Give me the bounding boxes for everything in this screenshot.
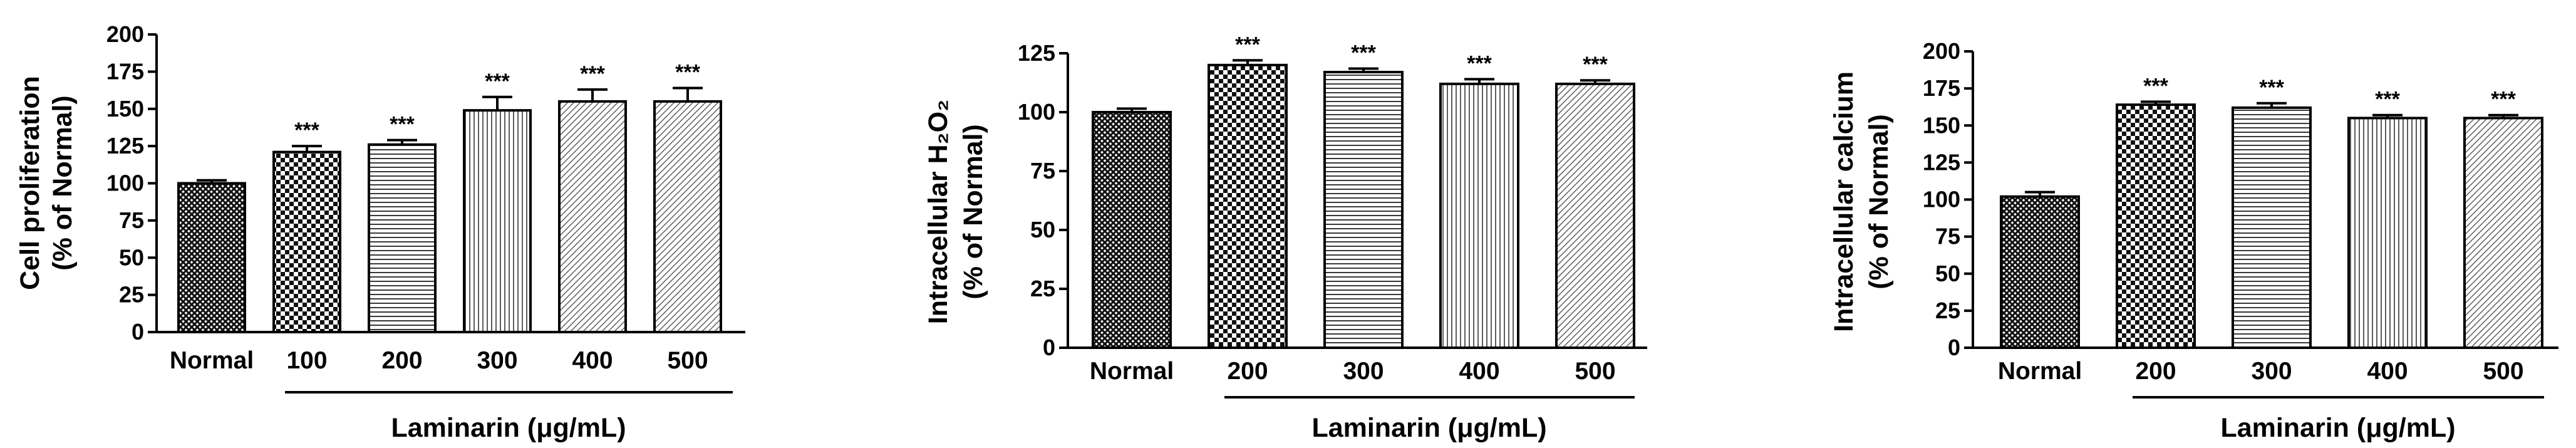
panel-3-significance-1: ***: [2143, 74, 2168, 98]
panel-3-ytick-label-4: 100: [1923, 187, 1960, 212]
panel-2-bar-1: [1208, 63, 1288, 350]
panel-cell-proliferation: 0 25 50 75 100 125 150 175 200 *** *** *** *** *** N…: [15, 21, 745, 443]
panel-3-ylabel-line1: Intracellular calcium: [1829, 71, 1859, 332]
panel-2-bar-4: [1555, 82, 1635, 349]
panel-1-ytick-label-1: 25: [119, 282, 144, 308]
panel-2-bar-3: [1439, 82, 1519, 349]
panel-3-category-2: 300: [2251, 358, 2292, 385]
panel-3-ytick-label-6: 150: [1923, 112, 1960, 138]
panel-1-ylabel-line2: (% of Normal): [48, 95, 78, 271]
panel-2-ytick-label-3: 75: [1030, 158, 1055, 184]
panel-3-bar-2: [2232, 106, 2312, 349]
panel-2-ytick-label-1: 25: [1030, 276, 1055, 301]
panel-3-bar-4: [2463, 117, 2543, 350]
panel-3-bar-3: [2347, 117, 2428, 350]
panel-3-bar-1: [2116, 103, 2196, 349]
panel-2-categories: Normal 200 300 400 500: [1090, 358, 1616, 385]
panel-1-bars: *** *** *** *** ***: [177, 61, 722, 333]
panel-1-category-0: Normal: [170, 347, 254, 374]
panel-1-bar-1: [272, 150, 341, 333]
panel-3-category-4: 500: [2483, 358, 2523, 385]
panel-3-bars: *** *** *** ***: [2000, 74, 2543, 350]
panel-2-bars: *** *** *** ***: [1092, 33, 1635, 350]
panel-1-categories: Normal 100 200 300 400 500: [170, 347, 708, 374]
panel-intracellular-h2o2: 0 25 50 75 100 125 *** *** *** *** Normal 200 300 4…: [923, 33, 1647, 443]
panel-3-ytick-label-2: 50: [1935, 261, 1960, 286]
panel-2-xlabel: Laminarin (μg/mL): [1311, 413, 1546, 443]
panel-2-ytick-label-2: 50: [1030, 217, 1055, 242]
panel-1-ytick-label-3: 75: [119, 207, 144, 233]
panel-intracellular-calcium: 0 25 50 75 100 125 150 175 200 *** *** *** *** Norm…: [1829, 38, 2558, 443]
panel-2-ytick-label-4: 100: [1018, 99, 1055, 125]
panel-1-category-1: 100: [286, 347, 327, 374]
panel-1-ytick-label-2: 50: [119, 244, 144, 270]
panel-3-category-3: 400: [2367, 358, 2408, 385]
panel-2-category-2: 300: [1343, 358, 1384, 385]
panel-3-ylabel-line2: (% of Normal): [1864, 114, 1894, 289]
panel-2-ylabel-line1: Intracellular H₂O₂: [923, 100, 953, 324]
panel-1-ytick-label-8: 200: [106, 21, 144, 47]
panel-3-xlabel: Laminarin (μg/mL): [2220, 413, 2455, 443]
panel-1-yticks: 0 25 50 75 100 125 150 175 200: [106, 21, 157, 345]
panel-2-ytick-label-5: 125: [1018, 40, 1055, 66]
panel-2-bar-2: [1323, 71, 1404, 350]
panel-2-category-0: Normal: [1090, 358, 1174, 385]
panel-3-significance-3: ***: [2375, 88, 2400, 112]
panel-3-category-0: Normal: [1998, 358, 2082, 385]
panel-2-yticks: 0 25 50 75 100 125: [1018, 40, 1068, 360]
panel-1-ytick-label-5: 125: [106, 133, 144, 159]
panel-3-ytick-label-0: 0: [1948, 335, 1960, 360]
panel-1-category-3: 300: [477, 347, 517, 374]
panel-1-significance-5: ***: [675, 61, 700, 85]
panel-1-category-5: 500: [667, 347, 708, 374]
panel-1-significance-3: ***: [485, 70, 510, 93]
panel-3-category-1: 200: [2135, 358, 2176, 385]
panel-2-ytick-label-0: 0: [1043, 335, 1055, 360]
panel-1-category-4: 400: [572, 347, 613, 374]
panel-3-ytick-label-1: 25: [1935, 298, 1960, 323]
panel-2-category-4: 500: [1575, 358, 1615, 385]
panel-2-bar-0: [1092, 111, 1172, 349]
panel-1-ytick-label-0: 0: [132, 319, 144, 345]
panel-1-ylabel-line1: Cell proliferation: [15, 76, 45, 290]
panel-3-bar-0: [2000, 195, 2080, 349]
panel-1-bar-4: [558, 100, 627, 333]
panel-3-categories: Normal 200 300 400 500: [1998, 358, 2524, 385]
panel-2-significance-4: ***: [1583, 53, 1608, 76]
panel-1-xlabel: Laminarin (μg/mL): [391, 413, 626, 443]
panel-2-significance-1: ***: [1235, 33, 1260, 56]
panel-1-bar-5: [653, 100, 722, 333]
panel-1-bar-3: [463, 109, 532, 333]
panel-3-yticks: 0 25 50 75 100 125 150 175 200: [1923, 38, 1973, 360]
panel-1-ytick-label-7: 175: [106, 58, 144, 84]
panel-3-ytick-label-3: 75: [1935, 224, 1960, 249]
panel-3-significance-4: ***: [2491, 88, 2516, 112]
panel-3-ytick-label-5: 125: [1923, 149, 1960, 175]
panel-3-significance-2: ***: [2259, 76, 2284, 100]
panel-2-category-3: 400: [1459, 358, 1499, 385]
panel-1-significance-2: ***: [390, 113, 415, 137]
panel-2-significance-2: ***: [1351, 41, 1376, 65]
panel-1-category-2: 200: [381, 347, 422, 374]
panel-2-category-1: 200: [1227, 358, 1268, 385]
panel-2-significance-3: ***: [1467, 51, 1492, 75]
panel-1-significance-4: ***: [580, 62, 605, 86]
panel-2-ylabel-line2: (% of Normal): [958, 124, 988, 300]
panel-1-ytick-label-4: 100: [106, 170, 144, 196]
panel-1-ytick-label-6: 150: [106, 96, 144, 122]
panel-1-bar-0: [177, 182, 246, 333]
panel-3-ytick-label-7: 175: [1923, 75, 1960, 101]
panel-1-bar-2: [368, 143, 437, 333]
panel-3-ytick-label-8: 200: [1923, 38, 1960, 64]
panel-1-significance-1: ***: [294, 118, 319, 142]
